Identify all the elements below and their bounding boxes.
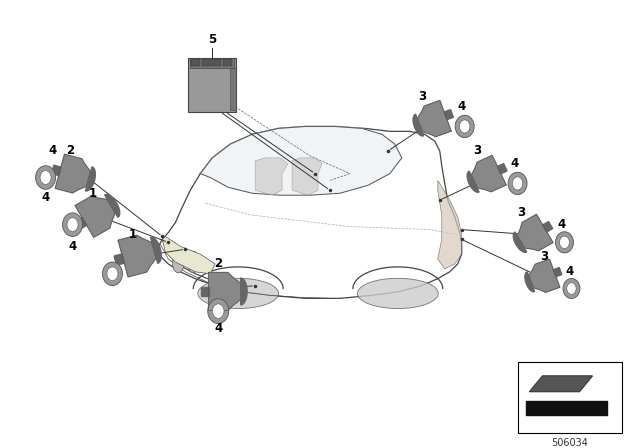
Polygon shape — [163, 237, 215, 274]
Polygon shape — [417, 100, 451, 137]
FancyBboxPatch shape — [202, 59, 211, 66]
Ellipse shape — [559, 236, 570, 249]
Polygon shape — [76, 217, 87, 229]
Ellipse shape — [567, 283, 576, 294]
Text: 1: 1 — [88, 187, 97, 200]
Polygon shape — [525, 401, 607, 415]
Text: 2: 2 — [67, 145, 75, 158]
Polygon shape — [513, 232, 527, 252]
Polygon shape — [150, 237, 161, 263]
Text: 4: 4 — [214, 322, 222, 335]
Polygon shape — [529, 376, 593, 392]
Polygon shape — [497, 164, 507, 174]
Text: 2: 2 — [214, 258, 222, 271]
Ellipse shape — [513, 177, 523, 190]
Polygon shape — [438, 181, 461, 269]
Polygon shape — [467, 171, 479, 192]
Ellipse shape — [67, 218, 78, 232]
Polygon shape — [471, 155, 506, 192]
Polygon shape — [255, 158, 288, 195]
Polygon shape — [118, 235, 156, 277]
Text: 1: 1 — [129, 228, 136, 241]
Ellipse shape — [208, 299, 228, 323]
Polygon shape — [85, 167, 95, 191]
Ellipse shape — [172, 251, 184, 273]
Ellipse shape — [36, 166, 56, 190]
Ellipse shape — [455, 115, 474, 138]
Polygon shape — [525, 272, 534, 292]
Polygon shape — [52, 165, 61, 176]
Ellipse shape — [508, 172, 527, 194]
FancyBboxPatch shape — [191, 59, 200, 66]
Text: 3: 3 — [418, 90, 426, 103]
Polygon shape — [55, 154, 91, 193]
Polygon shape — [517, 214, 553, 251]
FancyBboxPatch shape — [230, 68, 236, 110]
FancyBboxPatch shape — [212, 59, 221, 66]
Ellipse shape — [40, 171, 51, 185]
FancyBboxPatch shape — [188, 58, 236, 112]
FancyBboxPatch shape — [518, 362, 622, 433]
Text: 4: 4 — [68, 240, 77, 253]
Ellipse shape — [188, 251, 199, 273]
Text: 506034: 506034 — [552, 438, 588, 448]
Polygon shape — [200, 126, 402, 195]
Polygon shape — [75, 196, 115, 237]
Text: 3: 3 — [474, 145, 482, 158]
Polygon shape — [209, 272, 241, 310]
Polygon shape — [413, 114, 424, 136]
Text: 4: 4 — [565, 265, 573, 278]
Ellipse shape — [563, 279, 580, 298]
Ellipse shape — [357, 278, 438, 309]
Polygon shape — [554, 267, 562, 277]
Text: 3: 3 — [540, 250, 548, 263]
FancyBboxPatch shape — [223, 59, 232, 66]
Ellipse shape — [102, 262, 122, 285]
Ellipse shape — [107, 267, 118, 280]
Text: 3: 3 — [518, 207, 525, 220]
Polygon shape — [114, 254, 124, 265]
Ellipse shape — [556, 232, 573, 253]
Text: 4: 4 — [511, 157, 518, 170]
Text: 4: 4 — [42, 191, 50, 204]
Polygon shape — [105, 194, 120, 217]
Polygon shape — [444, 110, 453, 120]
Polygon shape — [543, 222, 553, 232]
Text: 4: 4 — [557, 218, 566, 231]
Polygon shape — [292, 158, 322, 195]
Ellipse shape — [212, 304, 224, 319]
Polygon shape — [241, 278, 247, 305]
Text: 5: 5 — [208, 34, 216, 47]
Polygon shape — [529, 259, 560, 292]
Ellipse shape — [198, 278, 278, 309]
Text: 4: 4 — [458, 100, 466, 113]
FancyBboxPatch shape — [190, 58, 234, 68]
Polygon shape — [200, 287, 209, 296]
Ellipse shape — [63, 213, 83, 237]
Text: 4: 4 — [49, 145, 57, 158]
Ellipse shape — [460, 120, 470, 133]
